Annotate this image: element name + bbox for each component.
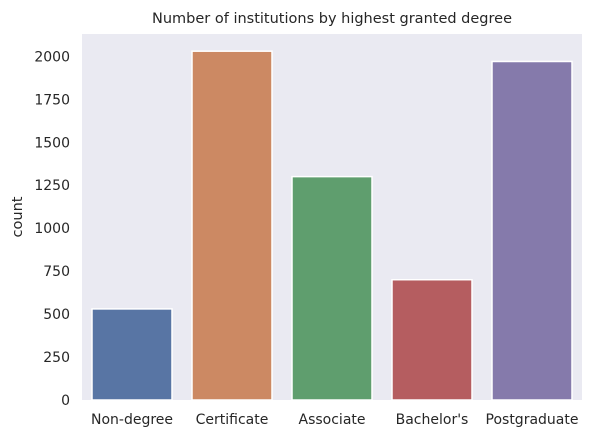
y-tick-label: 500: [43, 307, 70, 323]
x-tick-label: Postgraduate: [486, 412, 579, 428]
y-axis-ticks: 0 250 500 750 1000 1250 1500 1750 2000: [34, 49, 70, 409]
bar-postgraduate: [492, 61, 572, 400]
x-tick-label: Non-degree: [91, 412, 173, 428]
bar-certificate: [192, 51, 272, 400]
chart-title: Number of institutions by highest grante…: [152, 11, 512, 27]
y-axis-label: count: [10, 196, 26, 237]
bar-bachelor-s: [392, 280, 472, 400]
y-tick-label: 1500: [34, 135, 70, 151]
y-tick-label: 0: [61, 393, 70, 409]
y-tick-label: 750: [43, 264, 70, 280]
bar-associate: [292, 177, 372, 400]
y-tick-label: 2000: [34, 49, 70, 65]
y-tick-label: 1750: [34, 92, 70, 108]
x-axis-ticks: Non-degree Certificate Associate Bachelor's…: [91, 412, 579, 428]
y-tick-label: 250: [43, 350, 70, 366]
x-tick-label: Associate: [299, 412, 366, 428]
x-tick-label: Bachelor's: [396, 412, 469, 428]
bar-non-degree: [92, 309, 172, 400]
y-tick-label: 1250: [34, 178, 70, 194]
y-tick-label: 1000: [34, 221, 70, 237]
x-tick-label: Certificate: [196, 412, 269, 428]
